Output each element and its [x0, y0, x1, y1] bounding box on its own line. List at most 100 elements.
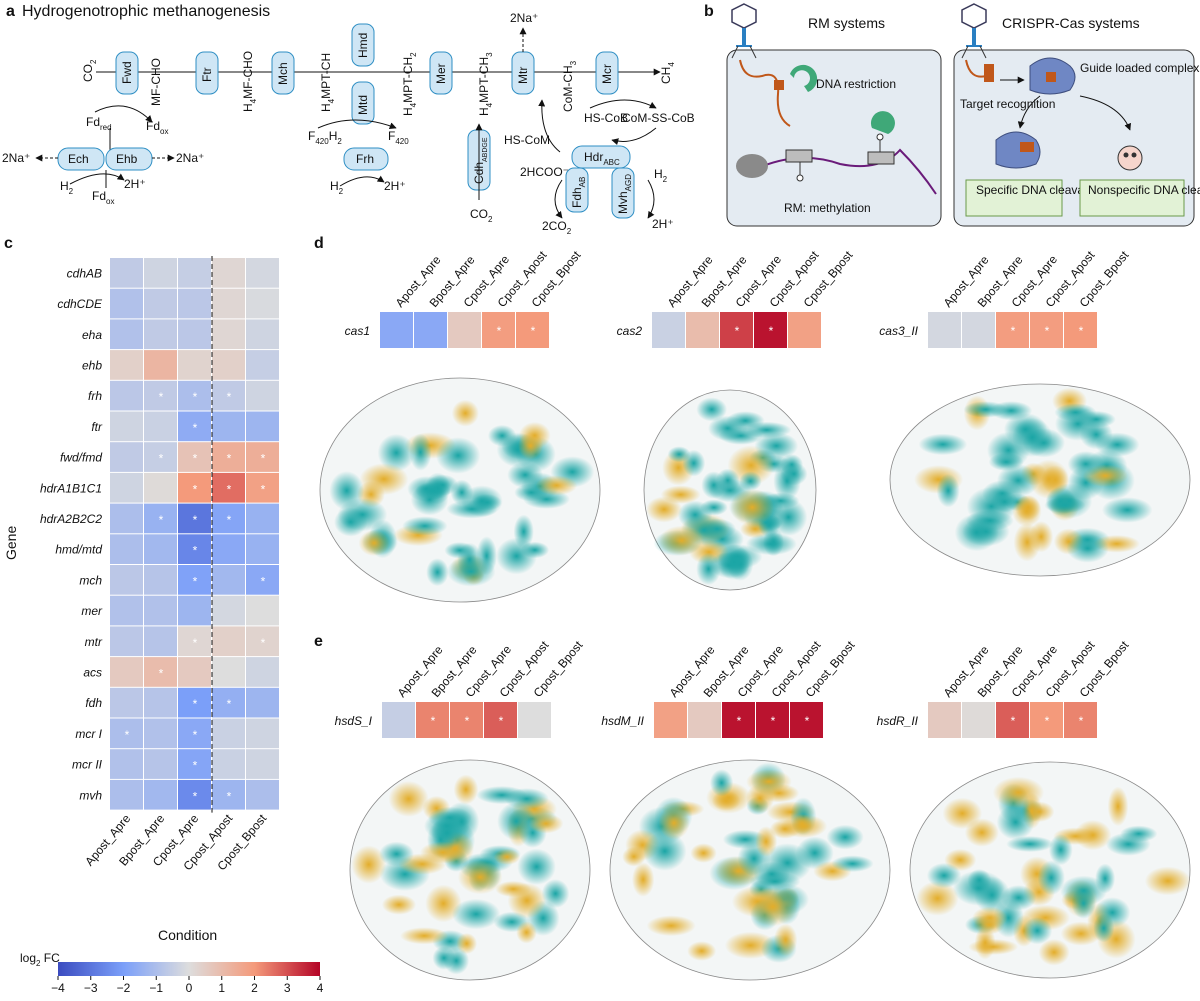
- colorbar-tick-label: −4: [51, 981, 65, 995]
- metabolite-co2-cdh: CO2: [470, 207, 493, 224]
- mini-heatmap-cell: [686, 312, 719, 348]
- heatmap-cell: [178, 626, 211, 657]
- heatmap-cell: [178, 657, 211, 687]
- enzyme-ech: [57, 147, 105, 171]
- mini-heatmap-row-label: cas1: [345, 324, 370, 338]
- heatmap-cell: [212, 503, 245, 534]
- mini-heatmap-cell: [996, 702, 1029, 738]
- protein-surface-1: [319, 377, 601, 603]
- mini-heatmap-cell: [1064, 702, 1097, 738]
- heatmap-cell: [246, 411, 279, 442]
- enzyme-hmd-label: Hmd: [356, 33, 370, 58]
- enzyme-fwd: [115, 51, 139, 95]
- mini-heatmap-cell: [688, 702, 721, 738]
- mini-heatmap-cell: [518, 702, 551, 738]
- colorbar-tick-label: 1: [218, 981, 225, 995]
- panel-c-label: c: [4, 235, 13, 252]
- specific-cleavage-label: Specific DNA cleavage: [976, 183, 1098, 197]
- phage-icon-crispr: [961, 3, 987, 59]
- heatmap-cell: [144, 626, 177, 657]
- heatmap-cell: [144, 411, 177, 442]
- heatmap-cell: [246, 319, 279, 350]
- enzyme-frh-label: Frh: [356, 152, 374, 166]
- significance-marker: *: [193, 544, 198, 558]
- mini-heatmap-cell: [652, 312, 685, 348]
- mini-heatmap-cell: [720, 312, 753, 348]
- enzyme-mch: [271, 51, 295, 95]
- heatmap-cell: [144, 687, 177, 718]
- heatmap-cell: [110, 595, 143, 626]
- heatmap-row-label: fdh: [85, 696, 102, 710]
- target-recognition-label: Target recognition: [960, 97, 1055, 111]
- significance-marker: *: [193, 636, 198, 650]
- heatmap-cell: [144, 319, 177, 350]
- heatmap-cell: [178, 565, 211, 595]
- significance-marker: *: [193, 452, 198, 466]
- heatmap-cell: [178, 749, 211, 779]
- heatmap-cell: [178, 350, 211, 380]
- heatmap-row-label: cdhAB: [67, 266, 102, 280]
- protein-surface-2: [643, 389, 817, 591]
- significance-marker: *: [1011, 324, 1016, 338]
- significance-marker: *: [227, 452, 232, 466]
- enzyme-ftr-label: Ftr: [200, 67, 214, 82]
- specific-arrow: [1017, 95, 1041, 129]
- metabolite-co2: CO2: [81, 59, 98, 82]
- fdh-arc: [554, 179, 563, 219]
- heatmap-cell: [212, 595, 245, 626]
- heatmap-cell: [144, 565, 177, 595]
- metabolite-h4mptch2: H4MPT-CH2: [401, 52, 418, 116]
- enzyme-ech-label: Ech: [68, 152, 89, 166]
- protein-surface-5: [609, 759, 891, 981]
- heatmap-cell: [144, 442, 177, 472]
- significance-marker: *: [159, 513, 164, 527]
- protein-surface-4: [349, 759, 591, 981]
- metabolite-hscom: HS-CoM: [504, 133, 550, 147]
- heatmap-cell: [178, 503, 211, 534]
- heatmap-cell: [144, 657, 177, 687]
- mini-heatmap-cell: [962, 312, 995, 348]
- mini-heatmap-row-label: hsdR_II: [877, 714, 919, 728]
- heatmap-cell: [212, 687, 245, 718]
- panel-b-label: b: [704, 3, 714, 20]
- heatmap-cell: [212, 749, 245, 779]
- heatmap-cell: [110, 718, 143, 749]
- enzyme-mer-label: Mer: [434, 63, 448, 84]
- heatmap-cell: [144, 595, 177, 626]
- heatmap-cell: [212, 779, 245, 810]
- heatmap-cell: [144, 350, 177, 380]
- mini-heatmap-cell: [790, 702, 823, 738]
- metabolite-hscob: HS-CoB: [584, 111, 628, 125]
- metabolite-h2-ech: H2: [60, 179, 74, 196]
- heatmap-e: Apost_ApreBpost_Apre*Cpost_Apre*Cpost_Ap…: [335, 638, 1132, 738]
- heatmap-cell: [110, 411, 143, 442]
- frh-h2-arc: [339, 175, 385, 187]
- mini-heatmap-cell: [414, 312, 447, 348]
- heatmap-cell: [110, 626, 143, 657]
- heatmap-cell: [178, 258, 211, 288]
- enzyme-mcr: [595, 51, 619, 95]
- metabolite-h2-mvh: H2: [654, 167, 668, 184]
- panel-a-title: Hydrogenotrophic methanogenesis: [22, 3, 270, 20]
- mvh-arc: [647, 179, 655, 219]
- skull-icon: [1117, 145, 1143, 171]
- metabolite-hplus-frh: 2H⁺: [384, 179, 406, 193]
- enzyme-ehb-label: Ehb: [116, 152, 138, 166]
- heatmap-cell: [246, 288, 279, 319]
- rm-systems-box: [726, 49, 942, 227]
- heatmap-cell: [178, 288, 211, 319]
- heatmap-cell: [110, 258, 143, 288]
- enzyme-mcr-label: Mcr: [600, 64, 614, 84]
- colorbar-tick-label: −3: [84, 981, 98, 995]
- heatmap-cell: [144, 503, 177, 534]
- foreign-dna-strand: [739, 59, 791, 127]
- f420-arc: [317, 119, 397, 130]
- enzyme-mvh: [611, 167, 635, 219]
- mini-heatmap-cell: [1030, 312, 1063, 348]
- metabolite-fd-ox: Fdox: [146, 119, 168, 136]
- panel-d: d Apost_ApreBpost_ApreCpost_ApreCpost_Ap…: [314, 235, 1132, 348]
- significance-marker: *: [1045, 324, 1050, 338]
- heatmap-row-label: hdrA2B2C2: [40, 512, 102, 526]
- heatmap-row-label: mcr I: [75, 727, 102, 741]
- significance-marker: *: [261, 452, 266, 466]
